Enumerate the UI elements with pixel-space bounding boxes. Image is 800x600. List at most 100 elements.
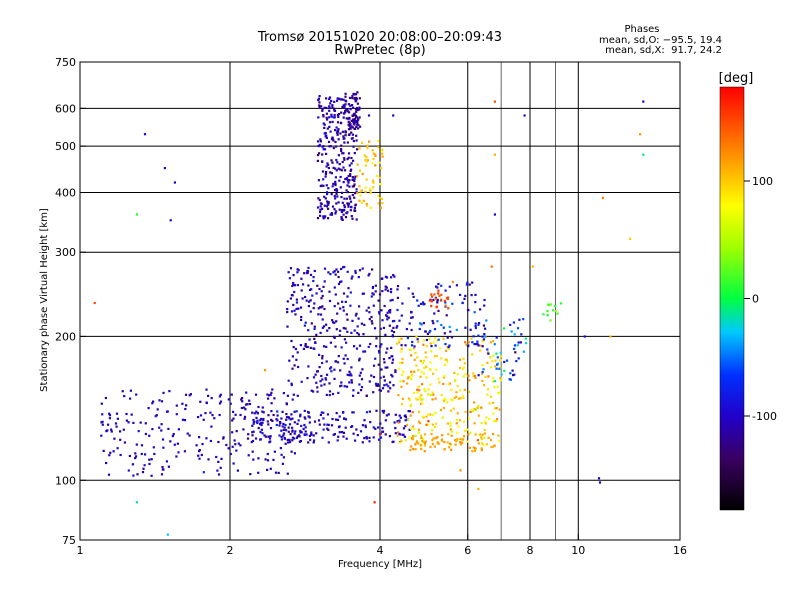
data-point <box>420 447 423 450</box>
data-point <box>351 411 354 414</box>
data-point <box>333 116 336 119</box>
data-point <box>268 441 271 444</box>
data-point <box>289 433 292 436</box>
data-point <box>459 441 462 444</box>
data-point <box>419 375 422 378</box>
data-point <box>498 408 501 411</box>
data-point <box>286 300 289 303</box>
data-point <box>374 284 377 287</box>
data-point <box>384 419 387 422</box>
data-point <box>318 95 321 98</box>
data-point <box>321 170 325 173</box>
data-point <box>481 433 484 436</box>
data-point <box>383 361 386 364</box>
data-point <box>341 160 344 164</box>
data-point <box>327 163 330 166</box>
data-point <box>302 347 305 350</box>
data-point <box>340 381 343 384</box>
data-points <box>93 91 645 536</box>
data-point <box>108 454 111 457</box>
data-point <box>282 456 285 459</box>
data-point <box>372 179 375 182</box>
data-point <box>375 409 378 412</box>
data-point <box>310 288 313 291</box>
data-point <box>476 343 479 346</box>
data-point <box>151 428 154 431</box>
data-point <box>485 319 488 322</box>
data-point <box>469 431 472 434</box>
data-point <box>332 147 335 150</box>
data-point <box>370 374 373 377</box>
data-point <box>324 173 327 176</box>
data-point <box>236 469 239 472</box>
data-point <box>165 410 169 413</box>
data-point <box>199 400 202 403</box>
data-point <box>343 205 346 209</box>
data-point <box>292 274 295 277</box>
data-point <box>490 265 493 268</box>
data-point <box>583 335 586 338</box>
data-point <box>398 414 401 417</box>
data-point <box>313 327 316 330</box>
data-point <box>447 347 450 350</box>
data-point <box>471 353 474 356</box>
data-point <box>119 438 122 441</box>
data-point <box>437 441 440 444</box>
data-point <box>378 197 382 200</box>
data-point <box>332 271 335 274</box>
data-point <box>374 164 377 167</box>
data-point <box>234 413 237 416</box>
data-point <box>352 114 355 117</box>
data-point <box>473 422 476 425</box>
data-point <box>423 444 427 447</box>
data-point <box>291 294 294 297</box>
data-point <box>243 415 247 418</box>
data-point <box>337 201 340 204</box>
data-point <box>412 347 415 350</box>
data-point <box>421 402 424 405</box>
data-point <box>261 432 264 435</box>
data-point <box>348 374 351 377</box>
data-point <box>556 312 559 315</box>
data-point <box>503 360 506 364</box>
data-point <box>318 106 321 109</box>
data-point <box>519 341 522 344</box>
data-point <box>342 292 346 295</box>
data-point <box>374 154 377 157</box>
data-point <box>337 128 340 131</box>
data-point <box>369 189 372 192</box>
data-point <box>302 283 305 286</box>
data-point <box>457 425 460 428</box>
data-point <box>285 418 288 421</box>
data-point <box>418 410 421 413</box>
phases-x-stats: mean, sd,X: 91.7, 24.2 <box>605 45 722 56</box>
data-point <box>331 104 334 107</box>
data-point <box>380 149 383 152</box>
data-point <box>441 434 444 437</box>
data-point <box>300 277 303 280</box>
data-point <box>286 308 289 311</box>
data-point <box>326 127 329 130</box>
data-point <box>462 367 465 371</box>
data-point <box>496 392 500 395</box>
data-point <box>273 397 276 400</box>
data-point <box>319 210 322 214</box>
data-point <box>316 370 319 373</box>
data-point <box>355 93 358 96</box>
data-point <box>466 281 469 284</box>
data-point <box>341 300 344 303</box>
data-point <box>293 364 296 367</box>
data-point <box>456 431 459 434</box>
data-point <box>494 407 497 410</box>
data-point <box>294 347 297 351</box>
data-point <box>401 361 404 364</box>
data-point <box>291 398 294 401</box>
data-point <box>343 141 346 144</box>
data-point <box>93 301 96 305</box>
data-point <box>401 358 404 361</box>
data-point <box>318 152 321 155</box>
data-point <box>456 412 459 415</box>
data-point <box>222 436 225 439</box>
data-point <box>346 117 350 120</box>
